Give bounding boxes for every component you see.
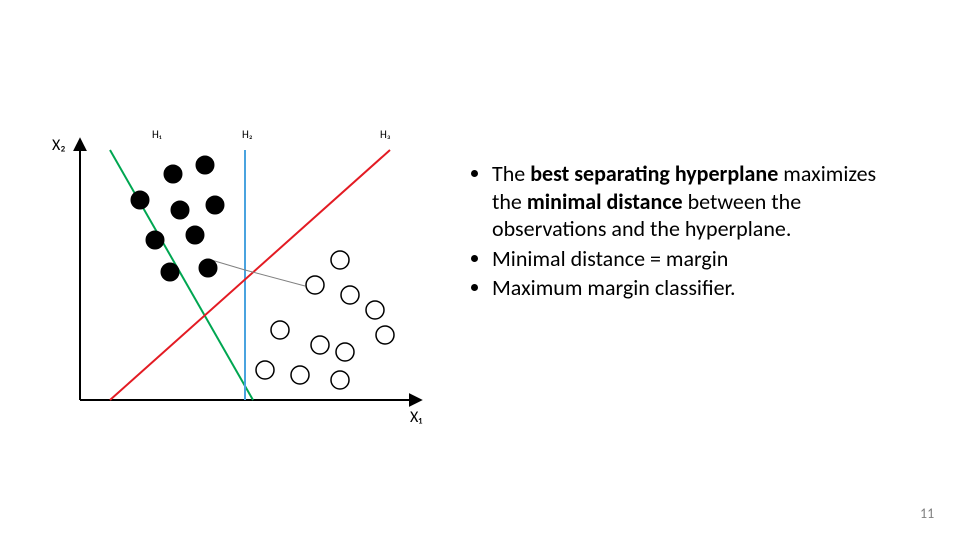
line-label: H₁: [152, 128, 162, 141]
data-point-class-a: [196, 156, 214, 174]
line-label: H₃: [380, 128, 391, 141]
bullet-item: Minimal distance = margin: [492, 245, 910, 273]
data-point-class-b: [331, 251, 349, 269]
hyperplane-h3: [110, 150, 390, 400]
data-point-class-b: [336, 343, 354, 361]
data-point-class-a: [161, 263, 179, 281]
data-point-class-a: [206, 196, 224, 214]
hyperplane-h1: [110, 150, 253, 400]
data-point-class-b: [376, 326, 394, 344]
bullet-text: The best separating hyperplane maximizes…: [470, 160, 910, 304]
data-point-class-a: [199, 259, 217, 277]
svm-figure: X₂ X₁ H₁ H₂ H₃: [40, 120, 440, 430]
y-axis-label: X₂: [52, 136, 66, 155]
data-point-class-a: [131, 191, 149, 209]
data-point-class-b: [366, 301, 384, 319]
margin-indicator: [245, 270, 305, 286]
data-point-class-b: [291, 366, 309, 384]
line-label: H₂: [242, 128, 253, 141]
data-point-class-b: [311, 336, 329, 354]
data-point-class-b: [306, 276, 324, 294]
bullet-item: Maximum margin classifier.: [492, 274, 910, 302]
data-point-class-a: [164, 165, 182, 183]
data-point-class-a: [186, 226, 204, 244]
data-point-class-a: [171, 201, 189, 219]
data-point-class-b: [256, 361, 274, 379]
page-number: 11: [920, 505, 934, 522]
bullet-list: The best separating hyperplane maximizes…: [470, 160, 910, 302]
data-point-class-b: [271, 321, 289, 339]
bullet-item: The best separating hyperplane maximizes…: [492, 160, 910, 243]
x-axis-label: X₁: [410, 408, 422, 427]
data-point-class-b: [331, 371, 349, 389]
data-point-class-a: [146, 231, 164, 249]
slide: X₂ X₁ H₁ H₂ H₃ The best separating hyperplan…: [0, 0, 960, 540]
svm-figure-svg: X₂ X₁ H₁ H₂ H₃: [40, 120, 440, 430]
data-point-class-b: [341, 286, 359, 304]
